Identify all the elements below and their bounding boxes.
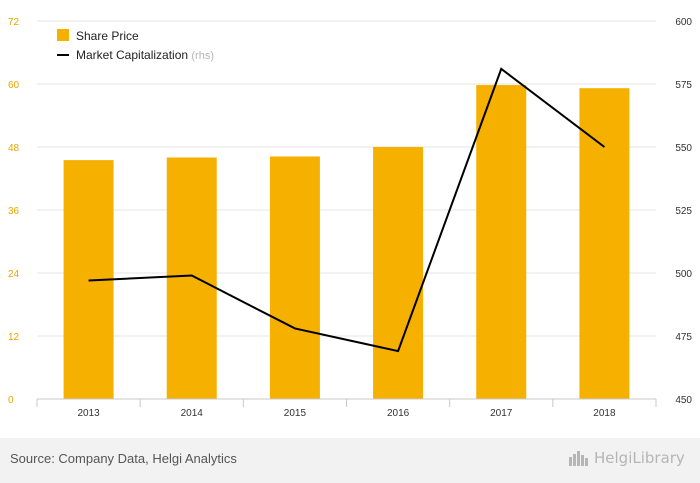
x-tick-label: 2013: [77, 408, 100, 419]
bar: [476, 85, 527, 400]
bar: [269, 156, 320, 399]
y-left-tick-label: 48: [8, 143, 20, 154]
y-left-tick-label: 72: [8, 17, 20, 28]
line-series: [88, 67, 606, 353]
library-icon: [569, 451, 588, 466]
legend-swatch-share-price: [57, 29, 69, 41]
x-tick-label: 2016: [387, 408, 410, 419]
bar: [579, 88, 630, 399]
x-tick-label: 2017: [490, 408, 513, 419]
y-left-tick-label: 12: [8, 332, 20, 343]
legend-label: Market Capitalization (rhs): [76, 48, 214, 62]
x-tick-label: 2018: [593, 408, 616, 419]
gridlines: [37, 20, 656, 337]
y-right-tick-label: 525: [675, 206, 692, 217]
source-note: Source: Company Data, Helgi Analytics: [10, 451, 237, 466]
bar: [166, 157, 217, 399]
market-cap-line: [88, 67, 606, 353]
chart: 0 12 24 36 48 60 72 450 475 500 525 550 575 600 2013 20…: [8, 17, 692, 419]
y-left-tick-label: 24: [8, 269, 20, 280]
legend-label: Share Price: [76, 29, 139, 43]
y-left-tick-label: 0: [8, 395, 14, 406]
bar: [373, 147, 424, 399]
brand-name: HelgiLibrary: [594, 449, 685, 467]
y-right-tick-label: 500: [675, 269, 692, 280]
y-right-tick-label: 600: [675, 17, 692, 28]
y-left-tick-label: 60: [8, 80, 20, 91]
y-right-tick-label: 450: [675, 395, 692, 406]
x-tick-label: 2015: [284, 408, 307, 419]
y-right-tick-label: 550: [675, 143, 692, 154]
footer: Source: Company Data, Helgi Analytics He…: [0, 438, 700, 483]
y-right-tick-label: 575: [675, 80, 692, 91]
x-tick-label: 2014: [181, 408, 204, 419]
brand-logo: HelgiLibrary: [568, 449, 685, 467]
legend: Share Price Market Capitalization (rhs): [57, 29, 214, 62]
axes: 0 12 24 36 48 60 72 450 475 500 525 550 575 600 2013 20…: [8, 17, 692, 419]
y-left-tick-label: 36: [8, 206, 20, 217]
legend-label-suffix: (rhs): [191, 50, 214, 62]
bar-series: [63, 85, 630, 400]
y-right-tick-label: 475: [675, 332, 692, 343]
